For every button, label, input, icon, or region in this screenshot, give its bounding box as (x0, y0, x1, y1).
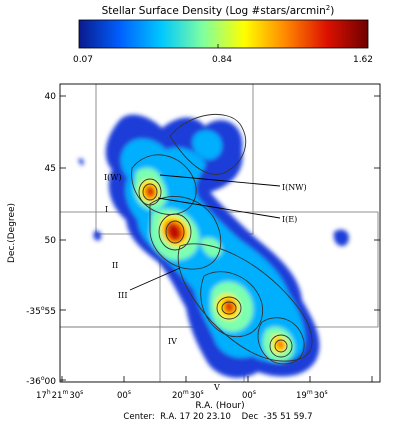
x-tick-labels: 17h21m30s 00s 20m30s 00s 19m30s (36, 389, 328, 401)
ytick-label: -36o00 (26, 375, 56, 387)
label-iw: I(W) (104, 173, 122, 182)
contour-iv-2 (221, 301, 237, 315)
label-inw: I(NW) (282, 183, 307, 192)
contour-iv-1 (216, 296, 242, 320)
xtick-label: 00s (242, 389, 256, 401)
center-coordinates-footer: Center: R.A. 17 20 23.10 Dec -35 51 59.7 (123, 412, 312, 422)
colorbar-bar (78, 19, 369, 49)
leader-inw (159, 174, 281, 187)
contour-ie-2 (165, 220, 185, 244)
x-axis-label: R.A. (Hour) (195, 401, 244, 411)
density-contours (131, 113, 313, 365)
plot-frame (59, 83, 381, 383)
y-tick-labels: 40 45 50 -35o55 -36o00 (26, 92, 56, 387)
density-patch-west (78, 158, 102, 241)
label-v: V (213, 383, 220, 392)
region-labels: I(W) I(NW) I(E) I II III IV V (104, 173, 307, 392)
colorbar-tick-high: 1.62 (353, 55, 373, 65)
label-ii: II (112, 261, 118, 270)
label-iv: IV (168, 337, 177, 346)
xtick-label: 17h21m30s (36, 389, 83, 401)
colorbar-tick-middle: 0.84 (212, 55, 232, 65)
contour-north-outer (169, 113, 247, 175)
contour-iv-outer (200, 271, 264, 338)
xtick-label: 00s (117, 389, 131, 401)
label-ie: I(E) (282, 215, 297, 224)
xtick-label: 20m30s (172, 389, 204, 401)
contour-iw-2 (142, 183, 158, 201)
ytick-label: 40 (45, 92, 57, 102)
density-patch-east (333, 229, 349, 247)
contour-v-2 (274, 339, 288, 353)
colorbar: Stellar Surface Density (Log #stars/arcm… (73, 4, 373, 65)
colorbar-title: Stellar Surface Density (Log #stars/arcm… (102, 4, 335, 17)
y-axis-label: Dec.(Degree) (7, 203, 17, 263)
leader-iii (129, 267, 181, 291)
density-map (60, 84, 379, 382)
contour-v-1 (269, 334, 293, 358)
density-level-5 (144, 184, 285, 350)
contour-iw-1 (138, 178, 162, 206)
leader-ie (157, 197, 281, 219)
ytick-label: -35o55 (26, 305, 56, 317)
label-i: I (105, 205, 108, 214)
density-knot-north (192, 130, 222, 160)
ytick-label: 45 (45, 164, 56, 174)
contour-v-outer (257, 317, 305, 365)
ytick-label: 50 (45, 236, 57, 246)
colorbar-tick-low: 0.07 (73, 55, 93, 65)
label-iii: III (118, 291, 127, 300)
xtick-label: 19m30s (296, 389, 328, 401)
contour-south-outer (177, 243, 313, 362)
annotation-leaders (129, 174, 281, 291)
contour-ie-1 (158, 213, 192, 251)
axis-ticks (60, 95, 380, 382)
